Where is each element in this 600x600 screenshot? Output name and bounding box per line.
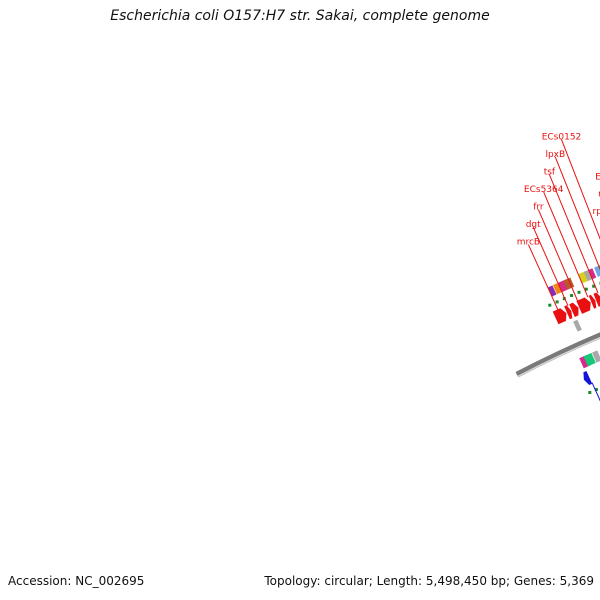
gene-arrow (583, 371, 593, 385)
feature-dot-track-inner (588, 391, 592, 394)
gene-label-forward: lpxB (545, 150, 565, 160)
gene-label-forward: frr (533, 203, 544, 213)
cog-track-outer (547, 285, 557, 297)
feature-dot-track (570, 294, 574, 297)
gene-label-forward: ECs5364 (524, 185, 564, 195)
label-leader-lines (527, 139, 600, 402)
gene-label-forward: mrcB (517, 238, 540, 248)
topology-summary: Topology: circular; Length: 5,498,450 bp… (264, 574, 594, 588)
leader-line (561, 139, 600, 240)
leader-line (548, 174, 599, 294)
gene-label-forward: ECs0152 (542, 133, 582, 143)
cog-track-reverse (583, 352, 596, 367)
gene-arrow (564, 305, 573, 320)
backbone-arc (515, 332, 600, 378)
gene-labels: mrcB dgt frr ECs5364 tsf lpxB ECs0152 rpsB rnhB E… (517, 133, 600, 248)
gene-arrow (576, 297, 591, 314)
genome-backbone (515, 332, 600, 378)
gene-label-forward: rnhB (598, 190, 600, 200)
feature-dot-track (584, 287, 588, 291)
gene-arrow (552, 308, 567, 325)
leader-line (591, 382, 600, 402)
map-title: Escherichia coli O157:H7 str. Sakai, com… (110, 8, 490, 24)
gene-label-forward: ECs0159 (595, 172, 600, 182)
gene-arrow (593, 292, 600, 307)
gene-arrow (569, 302, 579, 317)
cog-track-outer (563, 277, 575, 290)
gene-label-forward: dgt (526, 220, 541, 230)
feature-dot-track-inner (594, 388, 598, 391)
cog-track-reverse (592, 350, 600, 363)
feature-dot-track (577, 290, 581, 294)
gene-label-forward: rpsB (593, 207, 600, 217)
cog-track-outer (594, 265, 600, 277)
leader-line (532, 226, 569, 307)
feature-dot-track (555, 300, 559, 304)
feature-dot-track (562, 297, 566, 301)
feature-tracks (547, 265, 600, 394)
leader-line (527, 244, 559, 311)
feature-dot-track (548, 303, 552, 307)
cog-track-outer (588, 268, 597, 279)
leader-line (537, 209, 579, 302)
leader-line (554, 156, 600, 271)
feature-dot-track (592, 284, 596, 288)
cog-track-forward (573, 319, 582, 332)
accession-label: Accession: NC_002695 (8, 574, 145, 588)
gene-arrow (588, 294, 597, 309)
gene-label-forward: tsf (544, 168, 556, 178)
leader-line (543, 191, 589, 298)
